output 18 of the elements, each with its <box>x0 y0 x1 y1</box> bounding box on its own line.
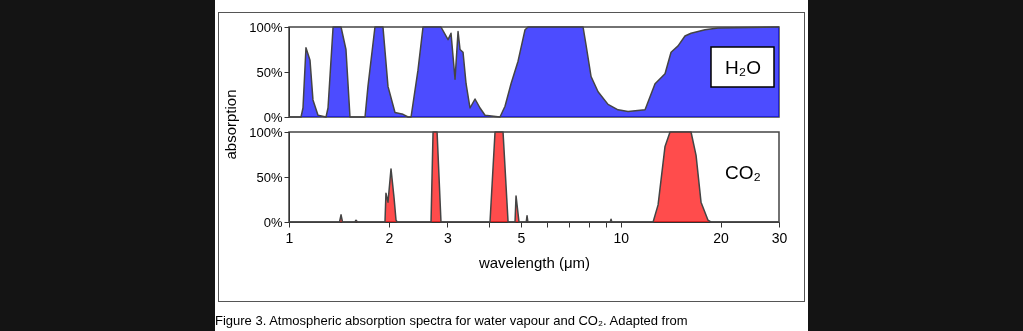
y-axis-title: absorption <box>222 89 240 160</box>
x-tick-label: 2 <box>385 229 394 246</box>
y-tick-label: 0% <box>263 109 283 125</box>
series-label: CO₂ <box>725 162 761 183</box>
x-tick-label: 20 <box>713 229 730 246</box>
x-tick-label: 5 <box>517 229 526 246</box>
y-tick-label: 50% <box>256 169 283 185</box>
y-tick-label: 50% <box>256 64 283 80</box>
y-tick-label: 100% <box>249 124 283 140</box>
x-axis-title: wavelength (μm) <box>477 253 591 271</box>
x-tick-label: 30 <box>771 229 788 246</box>
caption: Figure 3. Atmospheric absorption spectra for water vapour and CO₂. Adapted from <box>215 313 688 328</box>
series-label: H₂O <box>725 57 761 78</box>
y-tick-label: 0% <box>263 214 283 230</box>
x-tick-label: 1 <box>285 229 294 246</box>
x-tick-label: 3 <box>443 229 452 246</box>
x-tick-label: 10 <box>613 229 630 246</box>
y-tick-label: 100% <box>249 19 283 35</box>
